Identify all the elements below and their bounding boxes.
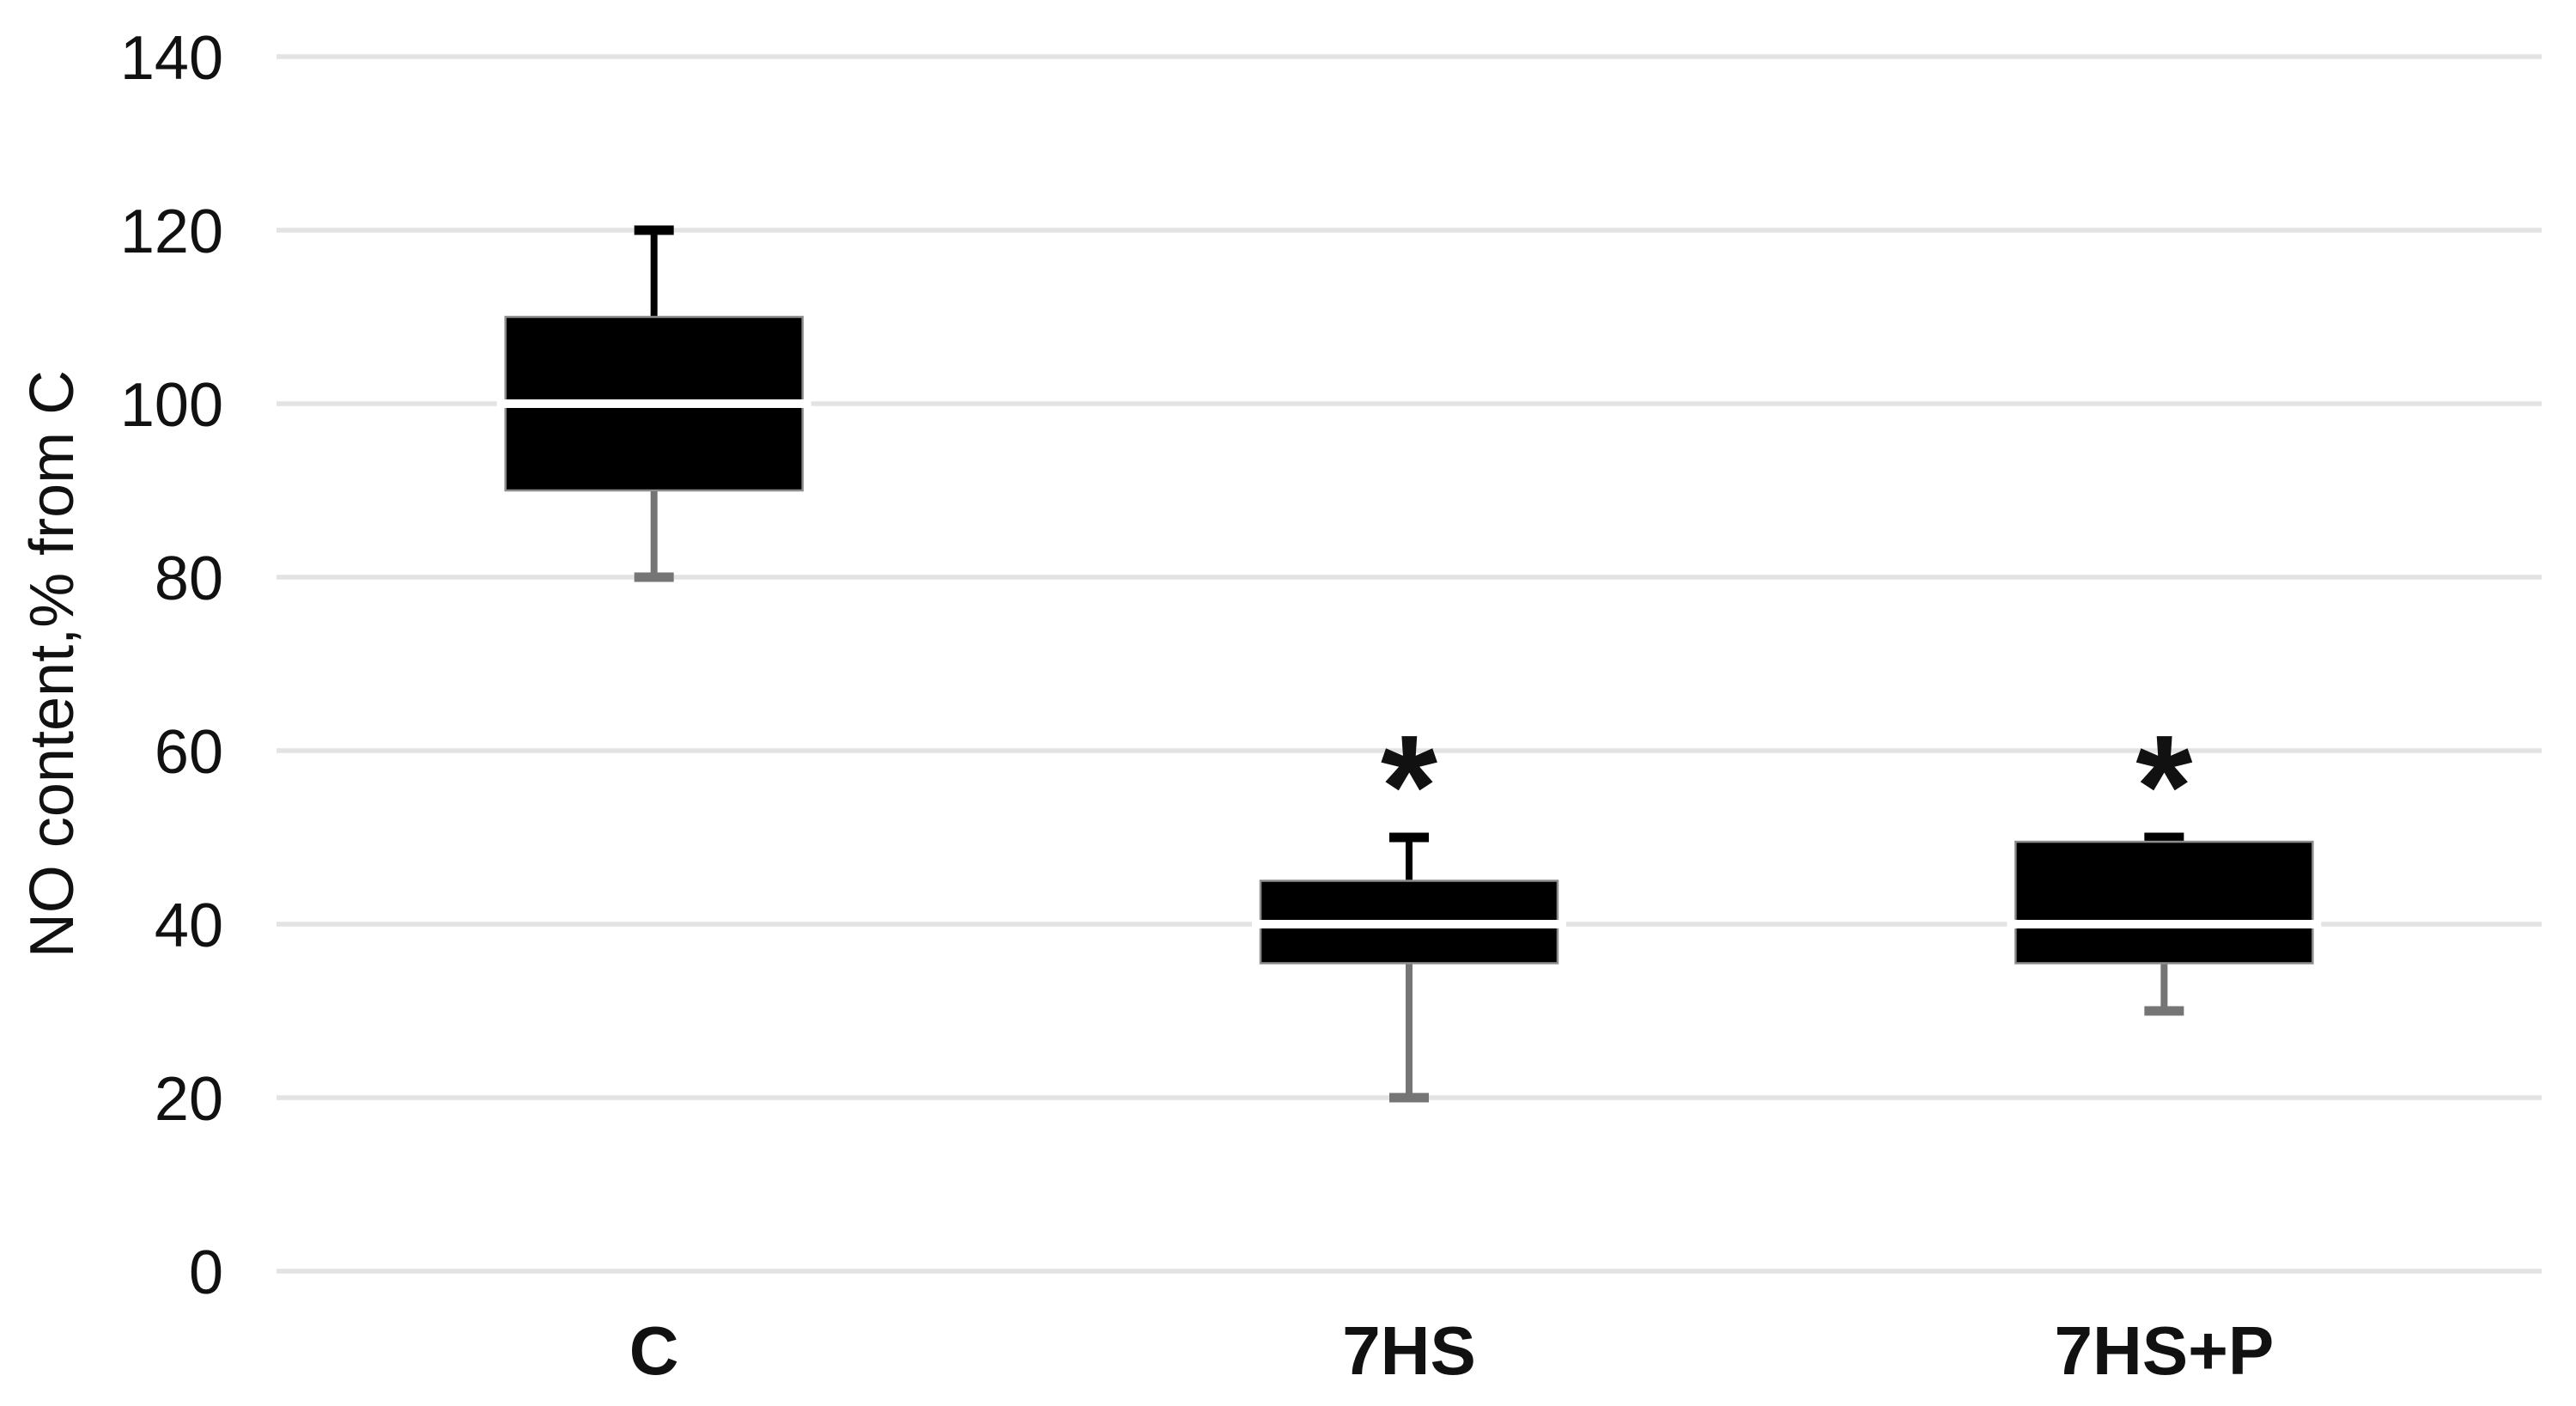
y-axis-tick-label-140: 140 [120,24,223,93]
x-axis-label-7hs: 7HS [1342,1312,1476,1389]
box-series: * * [496,225,2322,1103]
y-axis-tick-label-40: 40 [155,892,223,960]
x-axis-label-7hs-p: 7HS+P [2054,1312,2274,1389]
y-axis-tick-label-80: 80 [155,545,223,613]
x-axis-labels: C 7HS 7HS+P [629,1312,2274,1389]
box-group-7hs: * [1252,705,1566,1103]
x-axis-label-c: C [629,1312,679,1389]
y-axis-tick-label-100: 100 [120,371,223,440]
box-group-c [496,225,811,582]
y-axis-tick-labels: 0 20 40 60 80 100 120 140 [120,24,223,1307]
box-7hs-p [2014,840,2314,965]
median-line-7hs [1252,920,1566,928]
significance-asterisk-7hs: * [1381,705,1437,868]
median-line-7hs-p [2007,920,2322,928]
significance-asterisk-7hs-p: * [2136,705,2192,868]
y-axis-title: NO content,% from C [18,370,87,958]
y-axis-tick-label-60: 60 [155,718,223,787]
y-axis-tick-label-20: 20 [155,1065,223,1134]
box-group-7hs-p: * [2007,705,2322,1016]
median-line-c [496,399,811,408]
y-axis-tick-label-120: 120 [120,198,223,266]
y-axis-tick-label-0: 0 [189,1239,223,1307]
